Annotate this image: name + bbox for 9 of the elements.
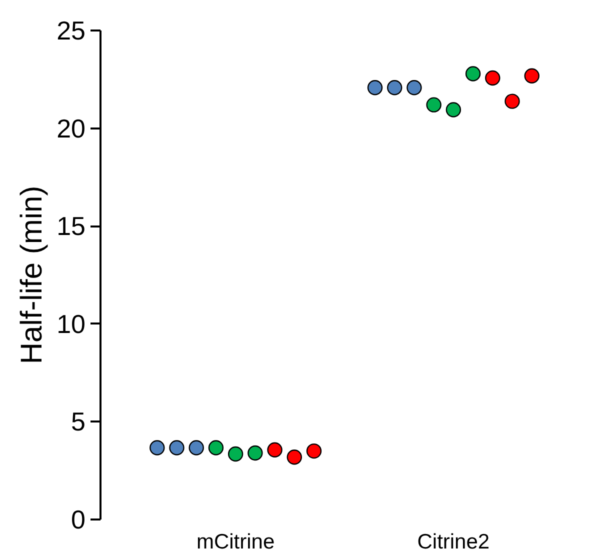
y-tick-label: 5 — [71, 406, 86, 437]
y-tick-label: 20 — [56, 113, 86, 144]
y-tick-label: 15 — [56, 211, 86, 242]
y-tick-label: 10 — [56, 308, 86, 339]
y-tick-label: 0 — [71, 504, 86, 534]
x-tick-label: Citrine2 — [417, 530, 490, 554]
x-tick-label: mCitrine — [196, 530, 275, 554]
y-axis-title: Half-life (min) — [16, 186, 49, 364]
y-tick-label: 25 — [56, 16, 86, 46]
